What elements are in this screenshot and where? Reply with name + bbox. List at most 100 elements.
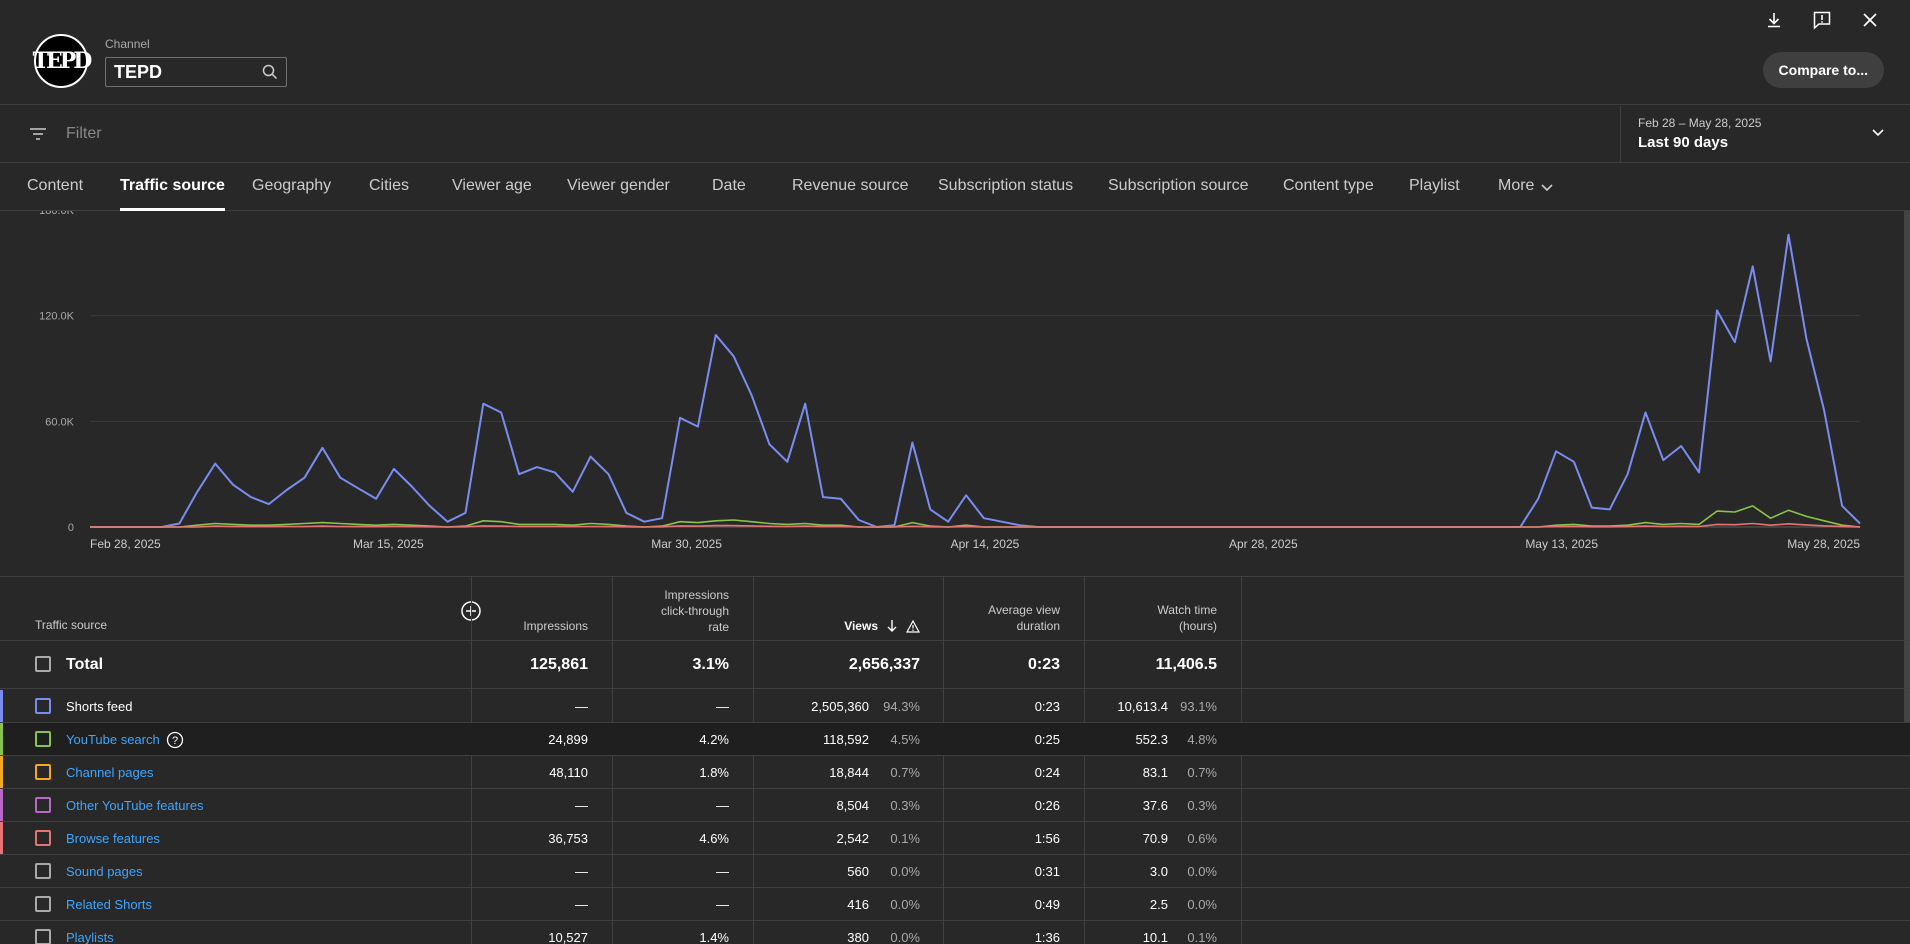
- channel-label: Channel: [105, 37, 150, 51]
- views-value: 18,844: [829, 765, 869, 780]
- watch-time-percent: 0.7%: [1187, 765, 1217, 780]
- impressions-value: —: [575, 798, 588, 813]
- tab-more[interactable]: More: [1498, 177, 1554, 211]
- x-tick-label: May 13, 2025: [1525, 537, 1598, 551]
- views-value: 560: [847, 864, 869, 879]
- header-views[interactable]: Views: [844, 618, 920, 634]
- filter-icon[interactable]: [29, 126, 47, 142]
- column-divider: [612, 577, 613, 944]
- tab-subscription-source[interactable]: Subscription source: [1108, 177, 1249, 194]
- tab-cities[interactable]: Cities: [369, 177, 410, 194]
- row-checkbox[interactable]: [35, 896, 51, 912]
- avg-view-duration-value: 0:31: [1034, 864, 1060, 879]
- impressions-value: 10,527: [548, 930, 588, 944]
- tab-subscription-status[interactable]: Subscription status: [938, 177, 1074, 194]
- views-percent: 0.1%: [890, 831, 920, 846]
- ctr-value: 4.6%: [699, 831, 729, 846]
- total-checkbox[interactable]: [35, 656, 51, 672]
- traffic-source-name[interactable]: Channel pages: [66, 765, 154, 780]
- ctr-value: —: [716, 798, 729, 813]
- watch-time-percent: 0.6%: [1187, 831, 1217, 846]
- y-tick-label: 180.0K: [39, 211, 75, 217]
- header-traffic-source[interactable]: Traffic source: [35, 618, 108, 632]
- traffic-source-name[interactable]: Other YouTube features: [66, 798, 204, 813]
- header-ctr[interactable]: Impressions click-through rate: [661, 587, 729, 635]
- column-divider: [1084, 577, 1085, 944]
- ctr-value: —: [716, 699, 729, 714]
- views-value: 416: [847, 897, 869, 912]
- filter-input[interactable]: Filter: [66, 125, 102, 142]
- avg-view-duration-value: 0:49: [1034, 897, 1060, 912]
- help-icon[interactable]: ?: [166, 731, 184, 749]
- views-value: 380: [847, 930, 869, 944]
- row-checkbox[interactable]: [35, 764, 51, 780]
- series-color-bar: [0, 789, 3, 821]
- feedback-icon[interactable]: [1806, 4, 1838, 36]
- row-checkbox[interactable]: [35, 929, 51, 944]
- impressions-value: —: [575, 864, 588, 879]
- watch-time-percent: 4.8%: [1187, 732, 1217, 747]
- header-views-label: Views: [844, 619, 878, 633]
- download-icon[interactable]: [1758, 4, 1790, 36]
- total-avg-view-duration: 0:23: [1027, 656, 1060, 673]
- tab-more-label: More: [1498, 177, 1535, 194]
- row-checkbox[interactable]: [35, 863, 51, 879]
- channel-selector[interactable]: TEPD: [105, 57, 287, 87]
- compare-to-button[interactable]: Compare to...: [1762, 52, 1884, 88]
- tab-geography[interactable]: Geography: [252, 177, 332, 194]
- ctr-value: 1.8%: [699, 765, 729, 780]
- tab-revenue-source[interactable]: Revenue source: [792, 177, 909, 194]
- date-range-selector[interactable]: Feb 28 – May 28, 2025 Last 90 days: [1620, 106, 1910, 163]
- channel-value: TEPD: [114, 61, 163, 82]
- x-tick-label: Mar 30, 2025: [651, 537, 722, 551]
- table-row-total: Total 125,861 3.1% 2,656,337 0:23 11,406…: [0, 642, 1910, 689]
- views-value: 2,542: [836, 831, 869, 846]
- header-ctr-line1: Impressions: [664, 588, 729, 602]
- header-wt-line1: Watch time: [1157, 603, 1217, 617]
- traffic-source-name[interactable]: Playlists: [66, 930, 114, 944]
- search-icon[interactable]: [262, 64, 278, 80]
- series-line[interactable]: [90, 505, 1861, 528]
- traffic-source-name[interactable]: Related Shorts: [66, 897, 152, 912]
- page-scrollbar[interactable]: [1904, 211, 1910, 751]
- series-color-bar: [0, 723, 3, 755]
- watch-time-percent: 0.3%: [1187, 798, 1217, 813]
- total-label: Total: [66, 656, 104, 673]
- traffic-chart: 0 60.0K 120.0K 180.0K Feb 28, 2025 Mar 15, 20…: [0, 211, 1910, 577]
- close-icon[interactable]: [1854, 4, 1886, 36]
- row-checkbox[interactable]: [35, 797, 51, 813]
- header-avd-line2: duration: [1016, 619, 1060, 633]
- y-tick-label: 60.0K: [45, 416, 74, 428]
- tab-viewer-age[interactable]: Viewer age: [452, 177, 532, 194]
- row-checkbox[interactable]: [35, 731, 51, 747]
- traffic-source-name: Shorts feed: [66, 699, 133, 714]
- traffic-source-name[interactable]: Sound pages: [66, 864, 143, 879]
- table-header: Traffic source Impressions Impressions c…: [0, 577, 1910, 641]
- series-line[interactable]: [90, 233, 1861, 528]
- header-impressions[interactable]: Impressions: [523, 619, 588, 633]
- traffic-source-name[interactable]: YouTube search: [66, 732, 160, 747]
- watch-time-value: 10.1: [1142, 930, 1168, 944]
- column-divider: [753, 577, 754, 944]
- header-watch-time[interactable]: Watch time (hours): [1157, 602, 1217, 634]
- header-wt-line2: (hours): [1178, 619, 1217, 633]
- warning-icon: [906, 619, 920, 633]
- column-divider: [1241, 577, 1242, 944]
- tab-content[interactable]: Content: [27, 177, 84, 194]
- tab-date[interactable]: Date: [712, 177, 746, 194]
- row-checkbox[interactable]: [35, 698, 51, 714]
- header-avg-view-duration[interactable]: Average view duration: [988, 602, 1060, 634]
- total-watch-time: 11,406.5: [1155, 656, 1217, 673]
- avg-view-duration-value: 1:36: [1034, 930, 1060, 944]
- tab-traffic-source[interactable]: Traffic source: [120, 177, 225, 211]
- header-avd-line1: Average view: [988, 603, 1060, 617]
- x-tick-label: Apr 28, 2025: [1229, 537, 1298, 551]
- tab-playlist[interactable]: Playlist: [1409, 177, 1460, 194]
- impressions-value: 36,753: [548, 831, 588, 846]
- avg-view-duration-value: 0:23: [1034, 699, 1060, 714]
- tab-viewer-gender[interactable]: Viewer gender: [567, 177, 670, 194]
- tab-content-type[interactable]: Content type: [1283, 177, 1374, 194]
- row-checkbox[interactable]: [35, 830, 51, 846]
- series-line[interactable]: [90, 522, 1861, 528]
- traffic-source-name[interactable]: Browse features: [66, 831, 160, 846]
